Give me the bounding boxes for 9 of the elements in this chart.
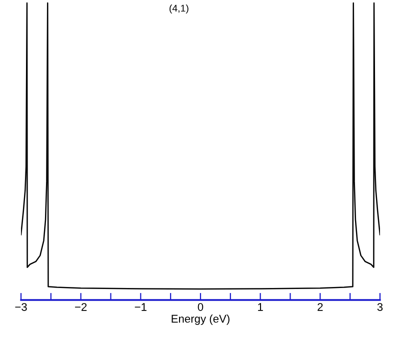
x-axis-title: Energy (eV)	[172, 314, 230, 325]
x-tick-label: 3	[377, 303, 383, 311]
x-tick-label: −1	[134, 303, 146, 311]
x-tick-label: 0	[198, 303, 204, 311]
chart-title: (4,1)	[170, 4, 188, 14]
x-tick-label: −2	[75, 303, 87, 311]
x-tick-label: 2	[318, 303, 323, 311]
x-tick-label: 1	[258, 303, 263, 311]
x-tick-label: −3	[15, 303, 27, 311]
